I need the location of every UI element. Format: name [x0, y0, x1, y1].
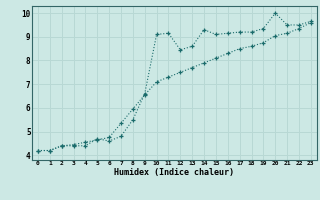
X-axis label: Humidex (Indice chaleur): Humidex (Indice chaleur): [115, 168, 234, 177]
